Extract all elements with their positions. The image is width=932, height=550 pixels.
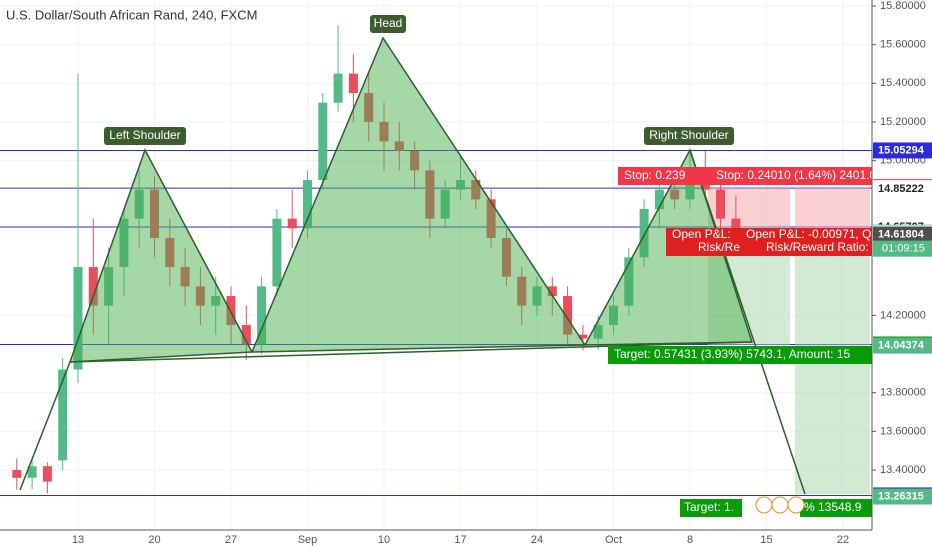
- stop-label: Stop: 0.239: [624, 168, 686, 182]
- stop-label-box: [618, 167, 712, 185]
- neckline: [69, 341, 753, 363]
- chart-title: U.S. Dollar/South African Rand, 240, FXC…: [6, 7, 257, 22]
- target-label-box: [800, 499, 872, 517]
- x-tick-label: 8: [687, 534, 693, 546]
- x-tick-label: 13: [72, 534, 84, 546]
- label-box: [370, 15, 406, 33]
- price-tag: [873, 488, 932, 505]
- price-tag: [873, 337, 932, 354]
- candle-body: [303, 180, 312, 229]
- candle-body: [578, 334, 588, 339]
- pnl-label: Open P&L: -0.00971, Q: [746, 227, 871, 241]
- candle-body: [654, 189, 664, 210]
- candle-body: [563, 296, 573, 335]
- x-tick-label: 27: [225, 534, 237, 546]
- label-box: [644, 127, 734, 145]
- pnl-box: [666, 228, 742, 256]
- x-tick-label: 10: [378, 534, 390, 546]
- price-tag-label: 13.26315: [878, 490, 924, 502]
- target-label: Target: 0.57431 (3.93%) 5743.1, Amount: …: [614, 347, 850, 361]
- axis: 15.8000015.6000015.4000015.2000015.00000…: [72, 0, 932, 546]
- x-tick-label: Sep: [298, 534, 318, 546]
- candle-body: [12, 470, 22, 478]
- candle-body: [348, 73, 358, 94]
- y-tick-label: 13.40000: [880, 464, 926, 476]
- target-label: Target: 1.: [684, 500, 734, 514]
- target-label: % 13548.9: [804, 500, 862, 514]
- event-icon[interactable]: [787, 496, 805, 514]
- pattern-label: Head: [374, 16, 403, 30]
- x-tick-label: 20: [148, 534, 160, 546]
- event-icons[interactable]: [755, 496, 805, 514]
- countdown: 01:09:15: [882, 243, 925, 255]
- candle-body: [639, 209, 649, 258]
- candle-body: [226, 296, 236, 326]
- y-tick-label: 13.80000: [880, 387, 926, 399]
- candle-body: [318, 102, 328, 181]
- price-tag: [873, 226, 932, 243]
- candle-body: [257, 286, 267, 345]
- rr-label: Risk/Reward Ratio:: [766, 240, 869, 254]
- pattern-label: Left Shoulder: [109, 128, 180, 142]
- candle-body: [27, 466, 37, 478]
- countdown-box: [873, 240, 932, 257]
- candle-body: [73, 267, 83, 370]
- price-tag: [873, 181, 932, 198]
- y-tick-label: 15.20000: [880, 116, 926, 128]
- candle-body: [333, 73, 343, 103]
- price-tag: [873, 142, 932, 159]
- y-tick-label: 15.40000: [880, 77, 926, 89]
- x-tick-label: Oct: [605, 534, 622, 546]
- pnl-label: Open P&L:: [672, 227, 731, 241]
- candle-body: [547, 286, 557, 297]
- price-tag-label: 14.61804: [878, 228, 925, 240]
- x-tick-label: 17: [454, 534, 466, 546]
- label-box: [104, 127, 186, 145]
- candle-body: [287, 218, 297, 229]
- pnl-box: [742, 228, 872, 256]
- projection-line: [689, 149, 806, 495]
- candle-body: [716, 189, 726, 219]
- trend-line: [19, 361, 71, 491]
- event-icon[interactable]: [755, 496, 773, 514]
- stop-label-box: [712, 167, 872, 185]
- x-tick-label: 24: [531, 534, 543, 546]
- pattern-label: Right Shoulder: [649, 128, 728, 142]
- head-shape: [250, 36, 587, 353]
- candle-body: [241, 325, 251, 345]
- target-label-box: [680, 499, 742, 517]
- y-tick-label: 14.20000: [880, 309, 926, 321]
- y-tick-label: 15.60000: [880, 39, 926, 51]
- stop-zone: [795, 188, 870, 232]
- y-tick-label: 15.80000: [880, 0, 926, 12]
- price-tag-label: 14.85222: [878, 183, 924, 195]
- left-shoulder-shape: [68, 148, 254, 363]
- target-label-box: [608, 346, 872, 364]
- candle-body: [58, 369, 68, 461]
- stop-label: Stop: 0.24010 (1.64%) 2401.0,: [716, 168, 879, 182]
- price-tag-label: 15.05294: [878, 144, 925, 156]
- event-icon[interactable]: [771, 496, 789, 514]
- candle-body: [272, 218, 282, 287]
- rr-label: Risk/Re: [698, 240, 740, 254]
- candle-body: [731, 218, 741, 233]
- candle-body: [42, 466, 52, 482]
- x-tick-label: 15: [760, 534, 772, 546]
- candle-body: [88, 267, 98, 306]
- x-tick-label: 22: [837, 534, 849, 546]
- y-tick-label: 13.60000: [880, 425, 926, 437]
- price-tag-label: 14.04374: [878, 339, 925, 351]
